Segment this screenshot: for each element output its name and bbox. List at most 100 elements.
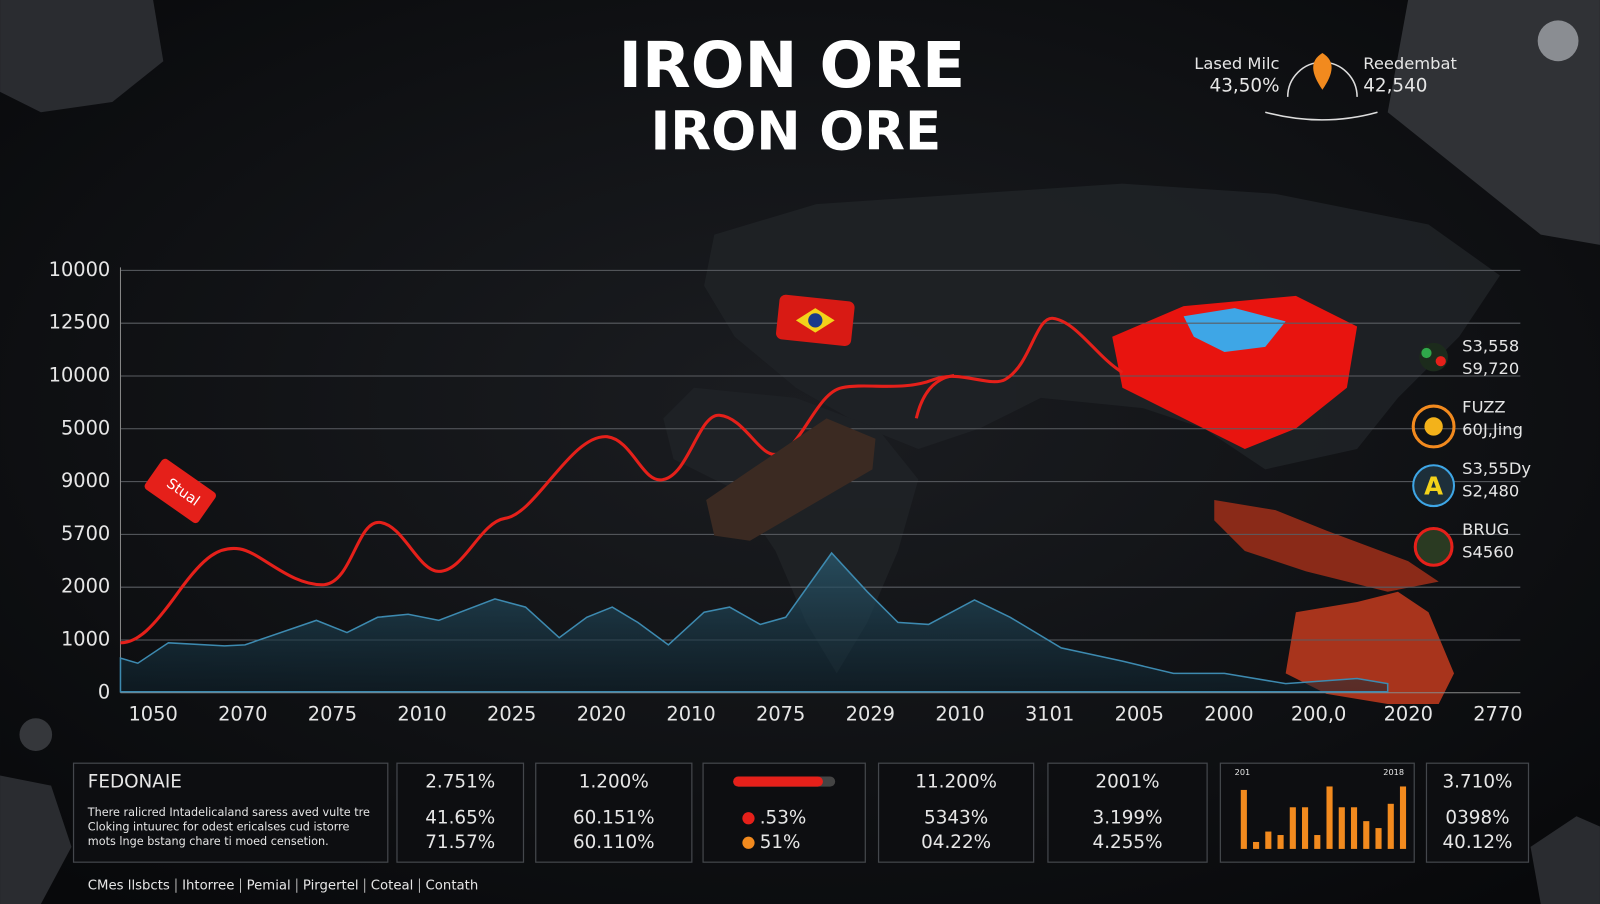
panel-value: 40.12% — [1442, 832, 1512, 853]
y-label: 2000 — [61, 575, 110, 598]
x-label: 2029 — [846, 703, 895, 726]
mini-bar — [1314, 835, 1321, 849]
y-label: 0 — [98, 680, 110, 703]
region-china — [1112, 295, 1358, 449]
panel-value: 3.199% — [1093, 807, 1163, 828]
footer-link: Pemial — [247, 879, 291, 894]
footer-link: CMes llsbcts — [88, 879, 170, 894]
x-label: 2025 — [487, 703, 536, 726]
footer-link: Contath — [426, 879, 479, 894]
y-label: 1000 — [61, 627, 110, 650]
panel — [535, 762, 693, 863]
legend-label: Reedembat — [1363, 54, 1457, 73]
side-label: FUZZ — [1462, 398, 1505, 417]
region-australia — [1285, 591, 1455, 705]
panel — [877, 762, 1035, 863]
x-label: 2000 — [1204, 703, 1253, 726]
mini-bar — [1289, 807, 1296, 849]
x-label: 2770 — [1473, 703, 1522, 726]
blue-area — [119, 551, 1389, 693]
red-line-branch — [914, 373, 955, 419]
progress-bar — [733, 776, 823, 787]
mini-bar — [1265, 831, 1272, 849]
x-label: 2075 — [756, 703, 805, 726]
legend-value: 42,540 — [1363, 76, 1427, 97]
price-tag: Stual — [144, 458, 216, 524]
mini-bar — [1326, 786, 1333, 849]
y-label: 9000 — [61, 469, 110, 492]
x-label: 200,0 — [1291, 703, 1346, 726]
footer-link: Ihtorree — [182, 879, 234, 894]
panel-value: .53% — [760, 807, 807, 828]
panel-text: mots lnge bstang chare ti moed censetion… — [88, 835, 329, 848]
panel — [1047, 762, 1208, 863]
x-label: 2010 — [666, 703, 715, 726]
mini-bar — [1363, 821, 1370, 849]
panel-value: 3.710% — [1442, 772, 1512, 793]
panel-value: 2.751% — [425, 772, 495, 793]
x-label: 2020 — [1384, 703, 1433, 726]
x-label: 2010 — [935, 703, 984, 726]
x-label: 2010 — [397, 703, 446, 726]
dot — [742, 812, 755, 825]
dot — [742, 836, 755, 849]
side-label: BRUG — [1462, 520, 1509, 539]
side-icons: A — [1411, 342, 1456, 567]
x-label: 1050 — [128, 703, 177, 726]
iron-bar — [706, 418, 876, 541]
panel-value: 2001% — [1095, 772, 1159, 793]
svg-text:A: A — [1424, 472, 1443, 501]
top-legend: Lased Milc 43,50% Reedembat 42,540 — [1194, 53, 1457, 121]
y-label: 10000 — [49, 363, 111, 386]
side-label: S3,558 — [1462, 336, 1519, 355]
y-label: 5700 — [61, 522, 110, 545]
panel-value: 51% — [760, 832, 801, 853]
panel-value: 04.22% — [921, 832, 991, 853]
region-sea — [1214, 499, 1439, 592]
x-label: 2005 — [1115, 703, 1164, 726]
panel-value: 4.255% — [1093, 832, 1163, 853]
y-label: 10000 — [49, 258, 111, 281]
side-value: 60J,Jing — [1462, 420, 1523, 439]
panel-text: There ralicred Intadelicaland saress ave… — [87, 806, 370, 819]
legend-value: 43,50% — [1210, 76, 1280, 97]
mini-bar — [1387, 803, 1394, 849]
red-line — [120, 316, 1124, 645]
x-label: 3101 — [1025, 703, 1074, 726]
panel — [1425, 762, 1530, 863]
mini-bar — [1350, 807, 1358, 849]
panel-value: 60.151% — [573, 807, 655, 828]
panel-value: 11.200% — [915, 772, 997, 793]
panel — [72, 762, 389, 863]
mini-bar — [1338, 807, 1345, 849]
panel-text: Cloking intuurec for odest ericalses cud… — [88, 820, 350, 833]
mini-bar — [1399, 786, 1407, 849]
mini-bar — [1277, 835, 1284, 849]
subtitle: IRON ORE — [651, 100, 942, 162]
x-label: 2020 — [577, 703, 626, 726]
footer-link: Pirgertel — [303, 879, 359, 894]
x-label: 2075 — [308, 703, 357, 726]
panel-value: 71.57% — [425, 832, 495, 853]
panel-value: 5343% — [924, 807, 988, 828]
chart-label: 2018 — [1383, 767, 1404, 777]
legend-label: Lased Milc — [1194, 54, 1279, 73]
chart-label: 201 — [1235, 767, 1251, 777]
title: IRON ORE — [619, 28, 966, 102]
side-value: S4560 — [1462, 543, 1514, 562]
side-label: S3,55Dy — [1462, 459, 1531, 478]
mini-bar — [1375, 828, 1382, 849]
panel — [396, 762, 525, 863]
mini-bar — [1240, 789, 1247, 849]
panel-title: FEDONAIE — [88, 772, 182, 793]
panel-value: 60.110% — [573, 832, 655, 853]
mini-bar — [1253, 841, 1260, 849]
side-value: S2,480 — [1462, 481, 1519, 500]
flag — [776, 294, 855, 347]
y-label: 5000 — [61, 416, 110, 439]
x-label: 2070 — [218, 703, 267, 726]
region-mongolia — [1183, 308, 1286, 353]
footer-link: Coteal — [371, 879, 414, 894]
side-value: S9,720 — [1462, 359, 1519, 378]
